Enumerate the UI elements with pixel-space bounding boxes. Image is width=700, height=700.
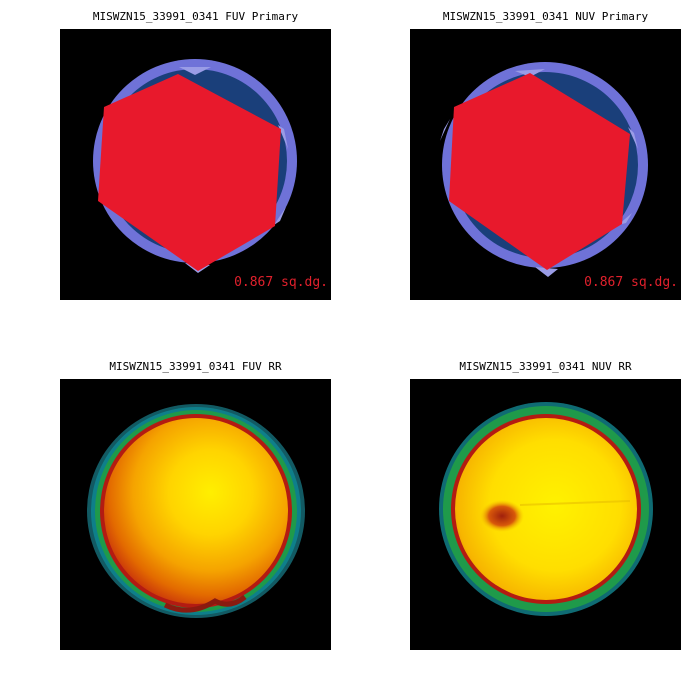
rr-detector-field <box>104 418 288 604</box>
nuv-primary-title: MISWZN15_33991_0341 NUV Primary <box>442 10 649 23</box>
overlap-notch <box>628 127 638 149</box>
primary-hexagon <box>98 74 281 271</box>
overlap-notch <box>440 119 450 141</box>
nuv-rr-title: MISWZN15_33991_0341 NUV RR <box>459 360 632 373</box>
fuv-rr-title: MISWZN15_33991_0341 FUV RR <box>109 360 282 373</box>
fuv-area-label: 0.867 sq.dg. <box>234 275 328 290</box>
fuv-primary-panel: MISWZN15_33991_0341 FUV Primary 0.867 sq… <box>60 10 331 301</box>
nuv-primary-panel: MISWZN15_33991_0341 NUV Primary 0.867 sq… <box>410 10 681 301</box>
nuv-area-label: 0.867 sq.dg. <box>584 275 678 290</box>
fuv-primary-title: MISWZN15_33991_0341 FUV Primary <box>92 10 299 23</box>
fuv-rr-image <box>60 379 331 650</box>
overlap-notch <box>535 267 558 277</box>
rr-hotspot <box>480 500 524 532</box>
overlap-notch <box>179 67 211 75</box>
primary-hexagon <box>449 73 630 270</box>
rr-edge-artifact <box>163 594 247 613</box>
fuv-primary-image: 0.867 sq.dg. <box>60 29 331 300</box>
rr-streak <box>519 500 631 506</box>
fuv-rr-panel: MISWZN15_33991_0341 FUV RR <box>60 360 331 651</box>
nuv-primary-image: 0.867 sq.dg. <box>410 29 681 300</box>
nuv-rr-image <box>410 379 681 650</box>
rr-detector-field <box>455 418 637 600</box>
nuv-rr-panel: MISWZN15_33991_0341 NUV RR <box>410 360 681 651</box>
overlap-notch <box>274 207 286 225</box>
